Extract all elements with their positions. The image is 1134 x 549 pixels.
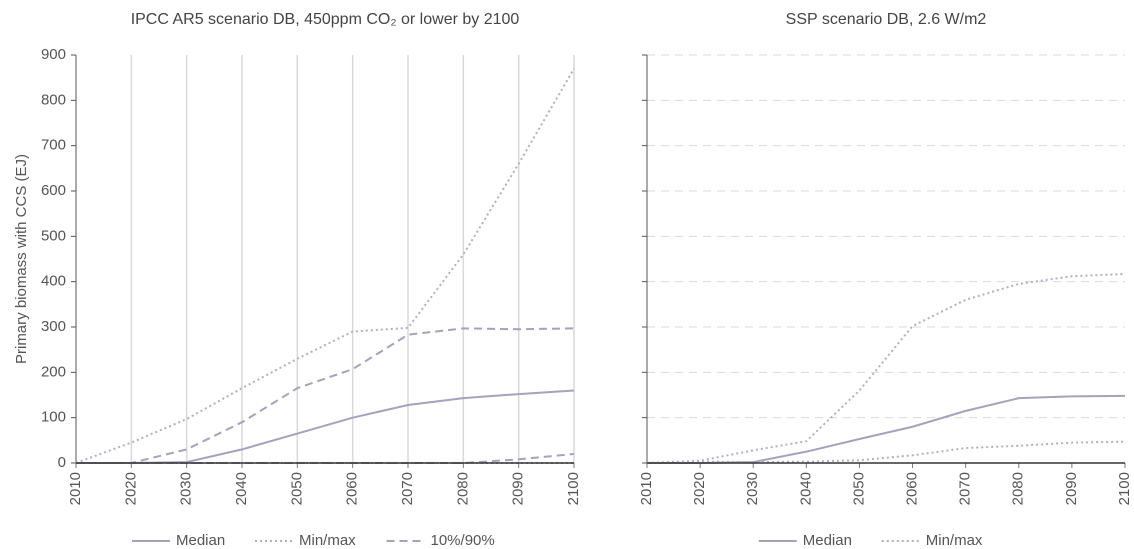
series-line: [646, 440, 1126, 464]
x-tick-label: 2010: [67, 472, 84, 505]
x-tick-label: 2080: [1010, 472, 1027, 505]
legend-label: Min/max: [926, 532, 983, 549]
series-line: [76, 452, 575, 464]
y-tick-label: 100: [41, 409, 66, 426]
x-tick-label: 2010: [638, 472, 655, 505]
x-tick-label: 2100: [1116, 472, 1133, 505]
y-tick-label: 500: [41, 227, 66, 244]
y-tick-label: 200: [41, 363, 66, 380]
x-tick-label: 2090: [510, 472, 527, 505]
x-tick-label: 2060: [344, 472, 361, 505]
y-axis-label: Primary biomass with CCS (EJ): [13, 154, 30, 364]
x-tick-label: 2100: [565, 472, 582, 505]
y-tick-label: 600: [41, 182, 66, 199]
legend-label: 10%/90%: [431, 532, 495, 549]
x-tick-label: 2040: [797, 472, 814, 505]
chart-title: IPCC AR5 scenario DB, 450ppm CO₂ or lowe…: [131, 11, 520, 28]
y-tick-label: 700: [41, 137, 66, 154]
legend-label: Median: [803, 532, 852, 549]
series-line: [646, 272, 1126, 464]
x-tick-label: 2040: [233, 472, 250, 505]
x-tick-label: 2070: [957, 472, 974, 505]
x-tick-label: 2050: [850, 472, 867, 505]
y-tick-label: 900: [41, 46, 66, 63]
x-tick-label: 2030: [178, 472, 195, 505]
chart-title: SSP scenario DB, 2.6 W/m2: [786, 11, 987, 28]
legend-label: Min/max: [299, 532, 356, 549]
y-tick-label: 300: [41, 318, 66, 335]
y-tick-label: 400: [41, 273, 66, 290]
x-tick-label: 2080: [454, 472, 471, 505]
x-tick-label: 2020: [691, 472, 708, 505]
legend-label: Median: [176, 532, 225, 549]
x-tick-label: 2090: [1063, 472, 1080, 505]
x-tick-label: 2070: [399, 472, 416, 505]
series-line: [75, 68, 575, 464]
y-tick-label: 0: [58, 454, 66, 471]
x-tick-label: 2020: [122, 472, 139, 505]
x-tick-label: 2050: [288, 472, 305, 505]
x-tick-label: 2060: [904, 472, 921, 505]
series-line: [76, 389, 575, 464]
series-line: [76, 327, 575, 464]
y-tick-label: 800: [41, 91, 66, 108]
series-line: [647, 394, 1126, 464]
x-tick-label: 2030: [744, 472, 761, 505]
